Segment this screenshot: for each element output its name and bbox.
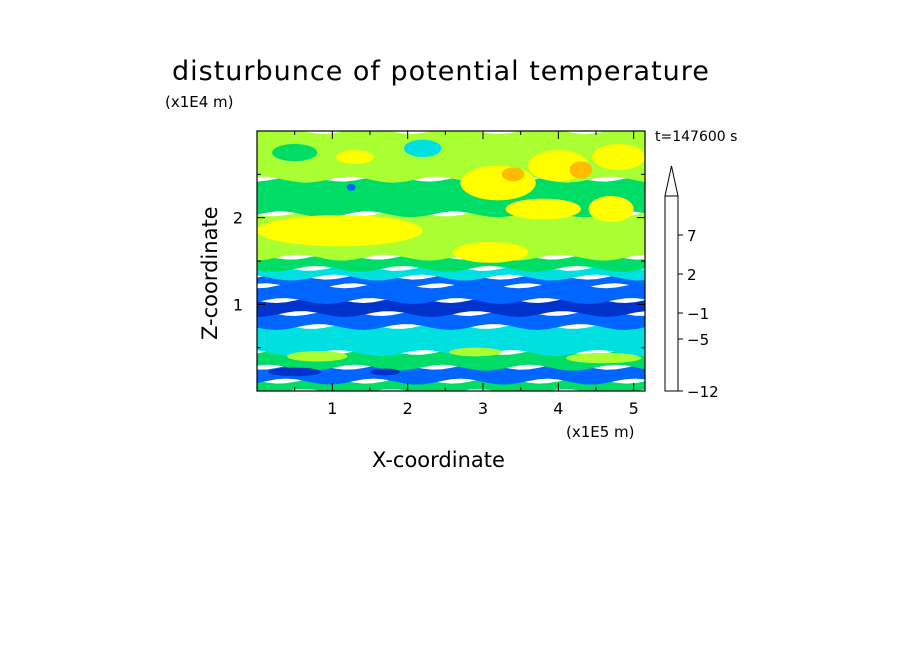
colorbar-tick-label: −1: [687, 305, 709, 323]
contour-field: [257, 131, 645, 391]
colorbar-frame: [664, 195, 679, 392]
contour-feature: [588, 196, 634, 222]
colorbar-extend-arrow: [664, 165, 679, 197]
time-annotation: t=147600 s: [655, 129, 738, 145]
y-tick-label: 1: [233, 295, 243, 314]
x-tick-label: 1: [327, 399, 337, 418]
contour-feature: [272, 144, 318, 162]
contour-feature: [505, 198, 581, 220]
contour-feature: [287, 351, 348, 362]
contour-feature: [257, 215, 423, 247]
x-tick-label: 4: [553, 399, 563, 418]
chart-title: disturbunce of potential temperature: [172, 56, 710, 87]
contour-feature: [346, 183, 356, 191]
contour-band: [257, 377, 645, 391]
colorbar-tick-label: −12: [687, 383, 719, 401]
contour-band: [257, 363, 645, 385]
y-tick-label: 2: [233, 209, 243, 228]
colorbar-tick-label: 7: [687, 227, 697, 245]
contour-band: [257, 282, 645, 304]
colorbar-tick-label: −5: [687, 331, 709, 349]
x-axis-scale-label: (x1E5 m): [566, 423, 635, 441]
x-axis-label: X-coordinate: [372, 448, 505, 472]
contour-band: [257, 297, 645, 317]
contour-feature: [403, 139, 442, 157]
x-tick-label: 2: [403, 399, 413, 418]
contour-feature: [501, 167, 525, 182]
contour-feature: [569, 161, 593, 179]
contour-feature: [592, 144, 645, 170]
contour-feature: [370, 368, 401, 376]
contour-feature: [268, 367, 322, 377]
contour-feature: [452, 241, 529, 263]
y-axis-scale-label: (x1E4 m): [165, 93, 234, 111]
contour-feature: [565, 352, 642, 364]
contour-feature: [460, 165, 536, 201]
x-tick-label: 3: [478, 399, 488, 418]
colorbar-tick-label: 2: [687, 266, 697, 284]
x-tick-label: 5: [629, 399, 639, 418]
contour-feature: [449, 347, 502, 357]
contour-feature: [336, 150, 374, 164]
contour-band: [257, 323, 645, 356]
